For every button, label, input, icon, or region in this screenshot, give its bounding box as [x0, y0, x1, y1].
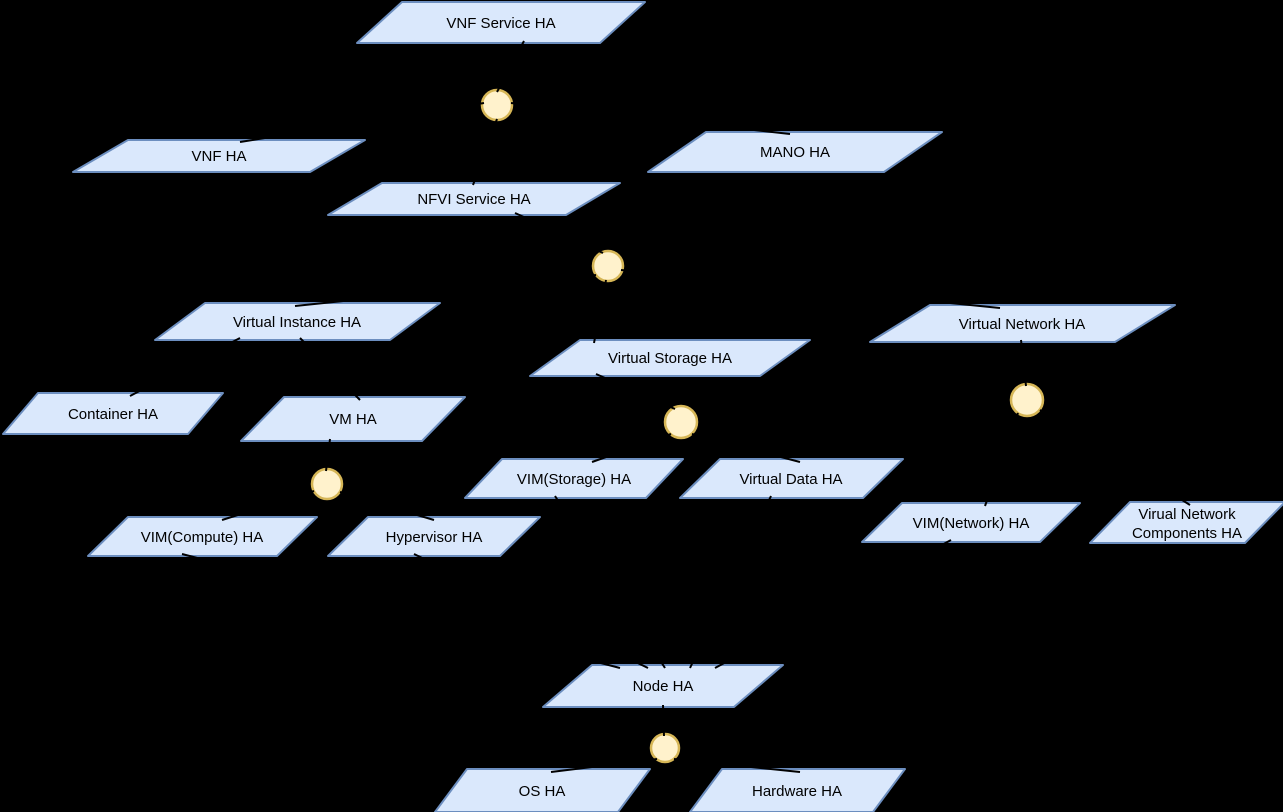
connector-edge	[714, 539, 952, 669]
connector-edge	[1039, 409, 1191, 506]
connector-edge	[413, 553, 649, 669]
connector-edge	[129, 337, 241, 397]
connector-edge	[339, 491, 435, 521]
connector-edge	[984, 412, 1019, 507]
junction-circle-below-virtual-storage-ha	[663, 404, 699, 440]
connector-edge	[325, 438, 331, 472]
connector-edge	[593, 279, 607, 344]
connector-edge	[239, 102, 485, 143]
node-hardware-ha	[689, 768, 906, 812]
connector-edge	[299, 337, 361, 401]
node-container-ha	[2, 392, 224, 435]
junction-circle-below-virtual-network-ha	[1009, 382, 1045, 418]
node-virtual-instance-ha-label: Virtual Instance HA	[233, 314, 361, 331]
diagram-connectors	[129, 40, 1191, 773]
junction-circle-below-vnf-service-ha	[480, 88, 514, 122]
node-vim-compute-ha	[87, 516, 318, 557]
connector-edge	[662, 704, 665, 737]
node-os-ha-label: OS HA	[519, 783, 566, 800]
connector-edge	[472, 118, 498, 186]
junction-circle-below-vm-ha	[310, 467, 344, 501]
node-vm-ha	[240, 396, 466, 442]
connector-edge	[514, 212, 604, 254]
node-vim-storage-ha	[464, 458, 684, 499]
node-mano-ha-label: MANO HA	[760, 144, 830, 161]
connector-edge	[554, 495, 666, 669]
node-hypervisor-ha	[327, 516, 541, 557]
junction-circle-below-node-ha	[649, 732, 681, 764]
node-virtual-network-components-ha	[1089, 501, 1283, 544]
node-virtual-network-ha-label: Virtual Network HA	[959, 316, 1085, 333]
node-vim-network-ha-label: VIM(Network) HA	[913, 515, 1030, 532]
connector-edge	[673, 758, 801, 773]
node-vm-ha-label: VM HA	[329, 411, 377, 428]
node-mano-ha	[647, 131, 943, 173]
node-node-ha-label: Node HA	[633, 678, 694, 695]
node-nfvi-service-ha-label: NFVI Service HA	[417, 191, 530, 208]
node-nfvi-service-ha	[327, 182, 621, 216]
connector-edge	[1020, 339, 1027, 387]
node-os-ha	[434, 768, 651, 812]
node-virtual-network-components-ha-label-line2: Components HA	[1132, 525, 1242, 542]
connector-edge	[550, 758, 658, 773]
node-hypervisor-ha-label: Hypervisor HA	[386, 529, 483, 546]
connector-edge	[510, 102, 791, 135]
diagram-junctions	[310, 88, 1045, 764]
node-virtual-storage-ha	[529, 339, 811, 377]
junction-circle-below-nfvi-service-ha	[591, 249, 625, 283]
connector-edge	[591, 433, 672, 463]
connector-edge	[294, 274, 597, 307]
node-vnf-ha	[72, 139, 366, 173]
connector-edge	[689, 495, 772, 669]
node-vnf-service-ha-label: VNF Service HA	[446, 15, 555, 32]
node-hardware-ha-label: Hardware HA	[752, 783, 842, 800]
connector-edge	[221, 490, 315, 521]
connector-edge	[691, 433, 801, 463]
connector-edge	[620, 269, 1001, 309]
connector-edge	[595, 373, 676, 410]
node-vnf-ha-label: VNF HA	[191, 148, 246, 165]
node-virtual-network-components-ha-label-line1: Virual Network	[1138, 506, 1236, 523]
connector-edge	[496, 40, 525, 93]
diagram-labels: VNF Service HA VNF HA MANO HA NFVI Servi…	[68, 15, 1242, 800]
connector-edge	[181, 553, 621, 669]
node-vnf-service-ha	[356, 1, 646, 44]
node-virtual-storage-ha-label: Virtual Storage HA	[608, 350, 732, 367]
node-vim-storage-ha-label: VIM(Storage) HA	[517, 471, 631, 488]
node-vim-network-ha	[861, 502, 1081, 543]
node-virtual-network-ha	[869, 304, 1176, 343]
node-virtual-data-ha	[679, 458, 904, 499]
node-virtual-instance-ha	[154, 302, 441, 341]
node-virtual-data-ha-label: Virtual Data HA	[739, 471, 842, 488]
node-vim-compute-ha-label: VIM(Compute) HA	[141, 529, 264, 546]
node-container-ha-label: Container HA	[68, 406, 158, 423]
